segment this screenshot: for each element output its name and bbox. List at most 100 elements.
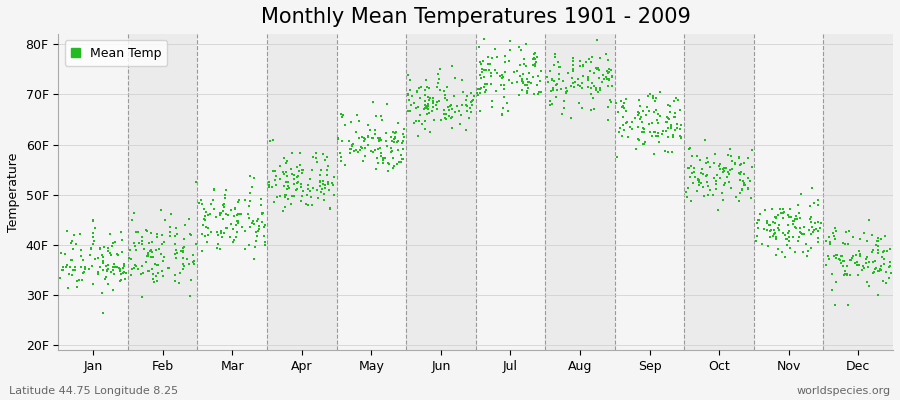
Point bbox=[604, 99, 618, 106]
Point bbox=[273, 176, 287, 182]
Point bbox=[409, 105, 423, 112]
Point bbox=[230, 211, 245, 217]
Point bbox=[218, 191, 232, 198]
Point bbox=[633, 97, 647, 103]
Point bbox=[242, 198, 256, 204]
Point bbox=[278, 192, 293, 198]
Point bbox=[273, 192, 287, 199]
Point bbox=[613, 124, 627, 131]
Point bbox=[155, 241, 169, 248]
Point bbox=[617, 104, 632, 111]
Point bbox=[438, 114, 453, 121]
Point bbox=[315, 186, 329, 192]
Point bbox=[420, 100, 435, 107]
Point bbox=[690, 177, 705, 184]
Point bbox=[289, 180, 303, 186]
Point bbox=[824, 238, 838, 245]
Point bbox=[374, 152, 388, 159]
Point bbox=[224, 221, 238, 228]
Point bbox=[651, 111, 665, 117]
Point bbox=[289, 187, 303, 194]
Point bbox=[411, 118, 426, 124]
Point bbox=[876, 249, 890, 255]
Point bbox=[807, 219, 822, 226]
Point bbox=[319, 185, 333, 191]
Point bbox=[419, 110, 434, 117]
Point bbox=[734, 162, 748, 168]
Point bbox=[140, 228, 154, 234]
Point bbox=[246, 218, 260, 224]
Point bbox=[161, 264, 176, 271]
Point bbox=[771, 225, 786, 232]
Point bbox=[106, 267, 121, 273]
Point bbox=[135, 263, 149, 269]
Point bbox=[88, 256, 103, 262]
Point bbox=[618, 96, 633, 102]
Point bbox=[712, 163, 726, 169]
Point bbox=[278, 192, 293, 198]
Point bbox=[142, 268, 157, 274]
Point bbox=[721, 169, 735, 175]
Point bbox=[418, 118, 432, 124]
Point bbox=[444, 115, 458, 121]
Point bbox=[125, 216, 140, 223]
Point bbox=[734, 169, 749, 176]
Point bbox=[140, 252, 154, 259]
Point bbox=[131, 229, 146, 235]
Point bbox=[106, 240, 121, 246]
Point bbox=[334, 111, 348, 117]
Point bbox=[395, 130, 410, 137]
Point bbox=[751, 225, 765, 232]
Point bbox=[407, 100, 421, 106]
Point bbox=[194, 231, 209, 237]
Point bbox=[788, 213, 803, 219]
Point bbox=[384, 148, 399, 154]
Point bbox=[247, 220, 261, 227]
Bar bbox=[754, 34, 824, 350]
Point bbox=[443, 103, 457, 109]
Point bbox=[703, 164, 717, 170]
Point bbox=[788, 224, 802, 230]
Point bbox=[176, 249, 190, 255]
Point bbox=[648, 107, 662, 113]
Point bbox=[64, 257, 78, 263]
Point bbox=[604, 67, 618, 74]
Point bbox=[556, 105, 571, 111]
Point bbox=[631, 124, 645, 130]
Point bbox=[426, 95, 440, 102]
Point bbox=[316, 150, 330, 157]
Point bbox=[195, 248, 210, 254]
Point bbox=[819, 262, 833, 269]
Point bbox=[103, 250, 117, 256]
Point bbox=[772, 206, 787, 213]
Point bbox=[90, 269, 104, 275]
Point bbox=[295, 166, 310, 173]
Point bbox=[719, 165, 733, 171]
Point bbox=[545, 76, 560, 82]
Point bbox=[520, 88, 535, 94]
Point bbox=[489, 67, 503, 74]
Point bbox=[333, 150, 347, 156]
Point bbox=[213, 210, 228, 216]
Point bbox=[829, 228, 843, 234]
Point bbox=[674, 134, 688, 140]
Point bbox=[211, 232, 225, 238]
Point bbox=[780, 230, 795, 236]
Point bbox=[109, 264, 123, 270]
Point bbox=[54, 266, 68, 273]
Point bbox=[459, 102, 473, 108]
Point bbox=[100, 268, 114, 274]
Point bbox=[387, 163, 401, 169]
Point bbox=[349, 111, 364, 118]
Point bbox=[561, 70, 575, 76]
Point bbox=[786, 221, 800, 227]
Point bbox=[580, 77, 595, 83]
Point bbox=[270, 194, 284, 200]
Point bbox=[374, 117, 389, 124]
Point bbox=[881, 275, 896, 282]
Point bbox=[101, 245, 115, 251]
Point bbox=[167, 251, 182, 257]
Point bbox=[631, 112, 645, 118]
Point bbox=[135, 238, 149, 244]
Point bbox=[870, 250, 885, 256]
